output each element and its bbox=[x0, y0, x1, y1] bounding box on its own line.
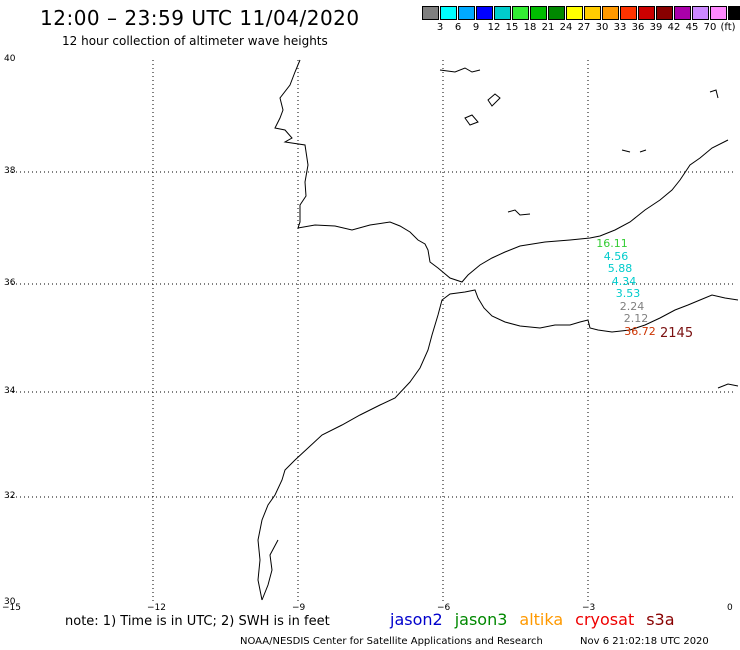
color-swatch bbox=[602, 6, 619, 20]
wave-height-value: 3.53 bbox=[615, 287, 641, 300]
wave-height-value: 2.12 bbox=[623, 312, 649, 325]
island-7 bbox=[709, 89, 719, 99]
longitude-label: −15 bbox=[2, 603, 21, 613]
latitude-label: 40 bbox=[4, 54, 16, 64]
color-swatch bbox=[674, 6, 691, 20]
longitude-label: −6 bbox=[437, 603, 451, 613]
legend-item: altika bbox=[519, 610, 564, 629]
color-swatch bbox=[422, 6, 439, 20]
color-scale-label: 15 bbox=[505, 22, 519, 33]
observation-count: 2145 bbox=[660, 326, 694, 341]
color-scale-label: 24 bbox=[559, 22, 573, 33]
satellite-legend: jason2 jason3 altika cryosat s3a bbox=[390, 610, 675, 629]
longitude-label: 0 bbox=[727, 603, 733, 613]
color-swatch bbox=[458, 6, 475, 20]
wave-height-value: 36.72 bbox=[624, 324, 656, 338]
legend-item: s3a bbox=[646, 610, 675, 629]
coastline bbox=[257, 59, 739, 601]
color-scale-label: 36 bbox=[631, 22, 645, 33]
color-scale-label: 21 bbox=[541, 22, 555, 33]
color-swatch bbox=[728, 6, 740, 20]
color-scale-label: 45 bbox=[685, 22, 699, 33]
wave-height-value: 4.56 bbox=[603, 249, 629, 263]
legend-item: jason3 bbox=[454, 610, 508, 629]
color-scale-label: 39 bbox=[649, 22, 663, 33]
color-scale-labels: 3 6 9 12 15 18 21 24 27 30 33 36 39 42 45 70 (ft) bbox=[422, 22, 740, 36]
wave-height-value: 4.34 bbox=[611, 274, 637, 288]
island-3 bbox=[487, 93, 501, 107]
color-swatch bbox=[584, 6, 601, 20]
color-scale-bar bbox=[422, 6, 740, 20]
color-scale-label: 30 bbox=[595, 22, 609, 33]
map-grid bbox=[8, 60, 733, 603]
color-scale-label: 12 bbox=[487, 22, 501, 33]
color-swatch bbox=[566, 6, 583, 20]
color-scale-label: 70 bbox=[703, 22, 717, 33]
island-5 bbox=[621, 149, 631, 153]
coastline-iberia-west bbox=[274, 59, 729, 283]
color-scale-label: 3 bbox=[436, 22, 444, 33]
color-swatch bbox=[656, 6, 673, 20]
color-swatch bbox=[512, 6, 529, 20]
latitude-label: 34 bbox=[4, 386, 16, 396]
legend-item: cryosat bbox=[575, 610, 635, 629]
color-scale-label: 18 bbox=[523, 22, 537, 33]
footer-timestamp: Nov 6 21:02:18 UTC 2020 bbox=[580, 636, 709, 647]
color-scale-label: (ft) bbox=[720, 22, 736, 33]
map-title: 12:00 – 23:59 UTC 11/04/2020 bbox=[40, 6, 360, 30]
color-swatch bbox=[494, 6, 511, 20]
color-scale-label: 42 bbox=[667, 22, 681, 33]
color-scale-label: 6 bbox=[454, 22, 462, 33]
color-scale-label: 9 bbox=[472, 22, 480, 33]
island-1 bbox=[439, 67, 481, 73]
latitude-label: 32 bbox=[4, 491, 16, 501]
legend-item: jason2 bbox=[390, 610, 443, 629]
latitude-label: 38 bbox=[4, 166, 16, 176]
color-scale-label: 33 bbox=[613, 22, 627, 33]
color-swatch bbox=[548, 6, 565, 20]
wave-height-value: 2.24 bbox=[619, 299, 645, 313]
longitude-label: −9 bbox=[292, 603, 306, 613]
wave-height-value: 16.11 bbox=[596, 237, 628, 250]
island-6 bbox=[639, 149, 647, 153]
coastline-africa-north bbox=[257, 289, 739, 601]
color-swatch bbox=[476, 6, 493, 20]
longitude-label: −3 bbox=[582, 603, 596, 613]
note-text: note: 1) Time is in UTC; 2) SWH is in fe… bbox=[65, 614, 330, 629]
map-subtitle: 12 hour collection of altimeter wave hei… bbox=[62, 34, 328, 48]
longitude-label: −12 bbox=[147, 603, 166, 613]
color-scale-label: 27 bbox=[577, 22, 591, 33]
coastline-africa-tail bbox=[261, 539, 279, 601]
latitude-label: 36 bbox=[4, 278, 16, 288]
color-swatch bbox=[620, 6, 637, 20]
color-swatch bbox=[710, 6, 727, 20]
footer-credit: NOAA/NESDIS Center for Satellite Applica… bbox=[240, 636, 543, 647]
color-swatch bbox=[530, 6, 547, 20]
color-swatch bbox=[692, 6, 709, 20]
latitude-label: 30 bbox=[4, 597, 16, 607]
color-swatch bbox=[440, 6, 457, 20]
island-4 bbox=[507, 209, 531, 216]
island-2 bbox=[464, 114, 479, 126]
color-swatch bbox=[638, 6, 655, 20]
island-8 bbox=[717, 383, 739, 389]
wave-height-value: 5.88 bbox=[607, 262, 633, 275]
